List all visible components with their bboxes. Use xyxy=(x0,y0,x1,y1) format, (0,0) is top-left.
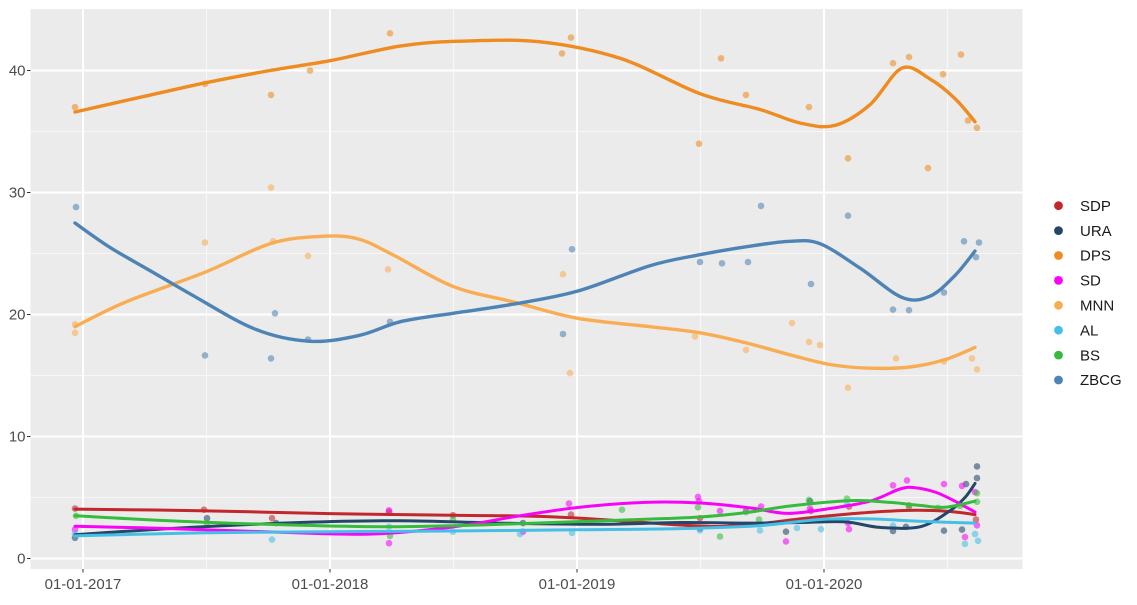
svg-text:40: 40 xyxy=(9,63,26,80)
svg-text:BS: BS xyxy=(1080,347,1100,364)
svg-text:10: 10 xyxy=(9,429,26,446)
svg-text:SD: SD xyxy=(1080,273,1101,290)
svg-text:01-01-2017: 01-01-2017 xyxy=(45,576,122,593)
svg-text:0: 0 xyxy=(17,551,25,568)
svg-text:01-01-2019: 01-01-2019 xyxy=(539,576,616,593)
svg-text:AL: AL xyxy=(1080,322,1098,339)
svg-text:URA: URA xyxy=(1080,223,1112,240)
svg-text:01-01-2018: 01-01-2018 xyxy=(292,576,369,593)
svg-text:MNN: MNN xyxy=(1080,298,1114,315)
svg-text:30: 30 xyxy=(9,185,26,202)
svg-text:DPS: DPS xyxy=(1080,248,1111,265)
svg-text:SDP: SDP xyxy=(1080,198,1111,215)
svg-text:20: 20 xyxy=(9,307,26,324)
svg-text:ZBCG: ZBCG xyxy=(1080,372,1122,389)
svg-text:01-01-2020: 01-01-2020 xyxy=(786,576,863,593)
